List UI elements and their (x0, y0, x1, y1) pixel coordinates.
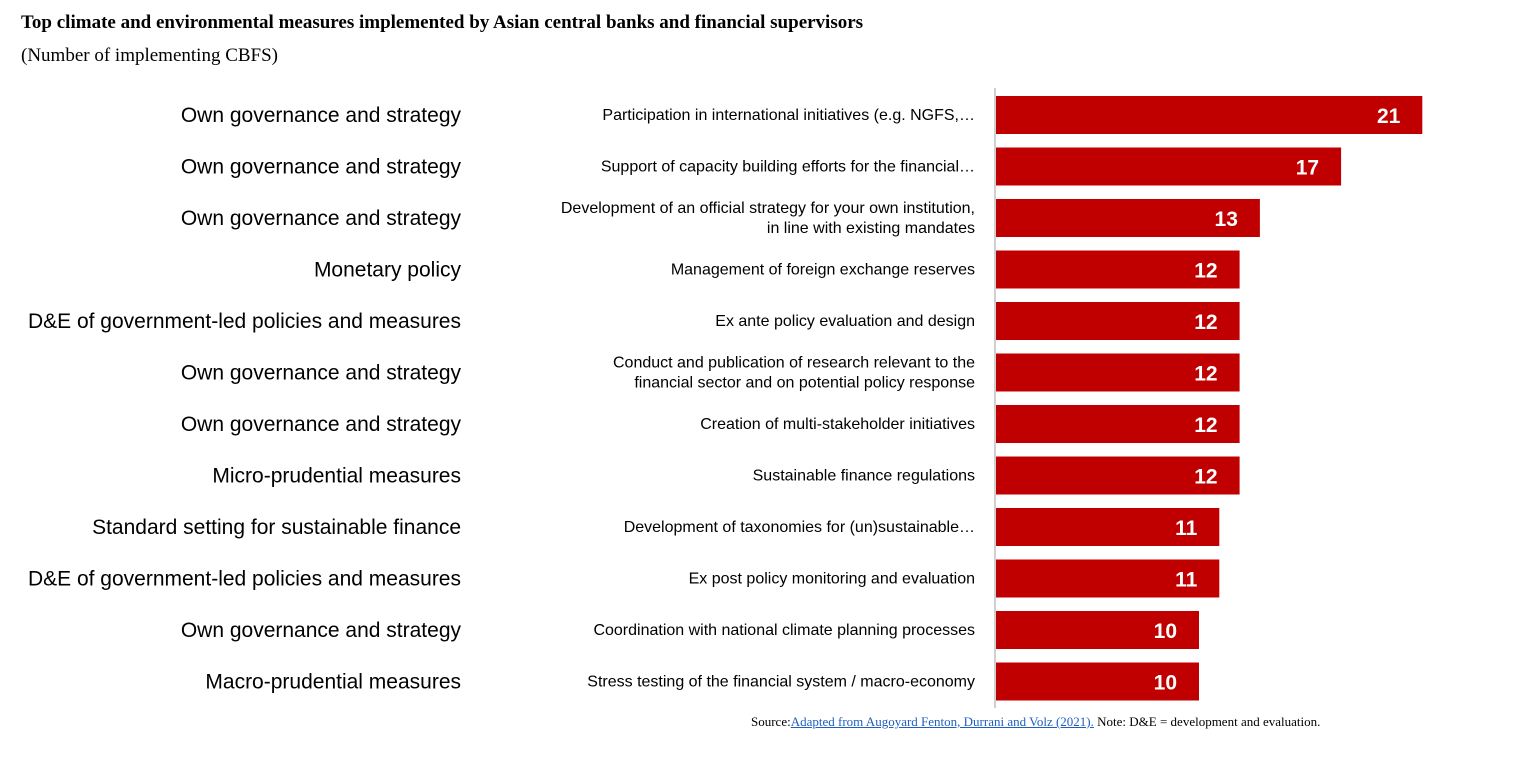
value-label: 17 (1296, 157, 1319, 180)
chart-title: Top climate and environmental measures i… (21, 12, 864, 33)
bar (996, 199, 1260, 237)
measure-label: Participation in international initiativ… (602, 107, 975, 124)
source-note-text: Note: D&E = development and evaluation. (1093, 714, 1321, 729)
value-label: 10 (1154, 620, 1177, 643)
category-label: Own governance and strategy (181, 104, 462, 127)
source-prefix: Source: (751, 714, 791, 729)
category-label: Own governance and strategy (181, 156, 462, 179)
category-label: Micro-prudential measures (212, 465, 461, 488)
category-label: Own governance and strategy (181, 413, 462, 436)
category-label: D&E of government-led policies and measu… (28, 310, 461, 333)
measure-label: Stress testing of the financial system /… (587, 674, 975, 691)
value-label: 21 (1377, 105, 1401, 128)
source-note: Source:Adapted from Augoyard Fenton, Dur… (751, 714, 1320, 730)
value-label: 10 (1154, 672, 1177, 695)
bar (996, 302, 1240, 340)
value-label: 11 (1175, 569, 1198, 592)
value-label: 13 (1215, 208, 1238, 231)
bar (996, 508, 1220, 546)
category-label: Own governance and strategy (181, 619, 462, 642)
value-label: 12 (1194, 414, 1217, 437)
measure-label: Development of an official strategy for … (561, 200, 975, 217)
category-label: D&E of government-led policies and measu… (28, 568, 461, 591)
measure-label: financial sector and on potential policy… (634, 375, 975, 392)
bar (996, 353, 1240, 392)
bar (996, 559, 1220, 598)
bar (996, 147, 1342, 186)
value-label: 12 (1194, 363, 1217, 386)
chart-subtitle: (Number of implementing CBFS) (21, 45, 279, 66)
bar (996, 662, 1199, 701)
category-label: Own governance and strategy (181, 362, 462, 385)
value-label: 12 (1194, 466, 1217, 489)
measure-label: Creation of multi-stakeholder initiative… (700, 416, 975, 433)
value-label: 11 (1175, 517, 1198, 540)
measure-label: Development of taxonomies for (un)sustai… (624, 519, 975, 536)
measure-label: Sustainable finance regulations (753, 468, 975, 485)
measure-label: Support of capacity building efforts for… (601, 159, 975, 176)
source-link[interactable]: Adapted from Augoyard Fenton, Durrani an… (790, 714, 1094, 729)
bar (996, 611, 1199, 649)
measure-label: Ex ante policy evaluation and design (715, 313, 975, 330)
bar (996, 96, 1423, 134)
measure-label: in line with existing mandates (767, 220, 975, 237)
measure-label: Ex post policy monitoring and evaluation (689, 571, 975, 588)
measure-label: Management of foreign exchange reserves (671, 262, 975, 279)
category-label: Macro-prudential measures (205, 671, 461, 694)
bar (996, 250, 1240, 289)
measure-label: Coordination with national climate plann… (593, 622, 975, 639)
category-label: Monetary policy (314, 259, 462, 282)
value-label: 12 (1194, 260, 1217, 283)
category-label: Own governance and strategy (181, 207, 462, 230)
category-label: Standard setting for sustainable finance (92, 516, 461, 539)
bar (996, 456, 1240, 495)
value-label: 12 (1194, 311, 1217, 334)
bar (996, 405, 1240, 443)
measure-label: Conduct and publication of research rele… (613, 355, 975, 372)
